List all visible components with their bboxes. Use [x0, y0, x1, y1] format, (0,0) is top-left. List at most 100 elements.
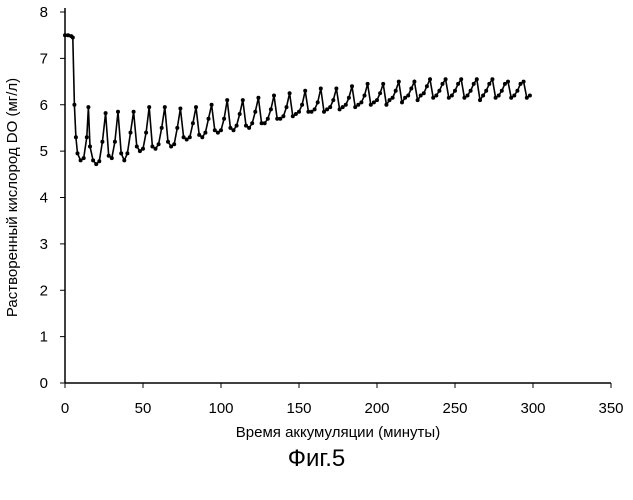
- data-point: [188, 135, 192, 139]
- y-tick-label: 1: [40, 329, 48, 346]
- data-point: [86, 105, 90, 109]
- chart-svg: 012345678 050100150200250300350 Время ак…: [0, 0, 633, 440]
- data-point: [253, 110, 257, 114]
- data-point: [157, 142, 161, 146]
- data-point: [472, 82, 476, 86]
- data-point: [347, 96, 351, 100]
- data-point: [97, 159, 101, 163]
- data-point: [375, 98, 379, 102]
- x-axis-ticks: 050100150200250300350: [61, 383, 624, 417]
- y-axis-ticks: 012345678: [40, 4, 65, 392]
- data-point: [238, 112, 242, 116]
- series-line: [65, 35, 530, 164]
- data-point: [334, 87, 338, 91]
- data-point: [116, 110, 120, 114]
- data-point: [71, 36, 75, 40]
- data-point: [125, 151, 129, 155]
- data-point: [406, 94, 410, 98]
- x-tick-label: 100: [208, 400, 233, 417]
- data-point: [91, 158, 95, 162]
- data-point: [141, 147, 145, 151]
- data-point: [528, 94, 532, 98]
- x-tick-label: 50: [135, 400, 152, 417]
- data-point: [422, 91, 426, 95]
- data-point: [397, 80, 401, 84]
- data-point: [300, 103, 304, 107]
- data-point: [85, 135, 89, 139]
- data-point: [235, 124, 239, 128]
- data-point: [391, 96, 395, 100]
- data-point: [497, 94, 501, 98]
- data-point: [263, 121, 267, 125]
- y-tick-label: 6: [40, 97, 48, 114]
- data-point: [481, 94, 485, 98]
- data-point: [412, 80, 416, 84]
- data-point: [328, 105, 332, 109]
- data-point: [490, 77, 494, 81]
- data-point: [76, 151, 80, 155]
- data-point: [94, 162, 98, 166]
- data-point: [316, 100, 320, 104]
- data-point: [135, 145, 139, 149]
- data-point: [350, 84, 354, 88]
- data-point: [269, 107, 273, 111]
- data-point: [241, 98, 245, 102]
- x-tick-label: 250: [442, 400, 467, 417]
- data-point: [132, 110, 136, 114]
- data-point: [522, 80, 526, 84]
- data-point: [459, 77, 463, 81]
- data-point: [344, 103, 348, 107]
- data-point: [207, 117, 211, 121]
- data-point: [512, 94, 516, 98]
- data-point: [210, 103, 214, 107]
- data-point: [381, 82, 385, 86]
- data-point: [409, 87, 413, 91]
- data-point: [469, 89, 473, 93]
- x-tick-label: 300: [520, 400, 545, 417]
- x-tick-label: 150: [286, 400, 311, 417]
- y-tick-label: 0: [40, 375, 48, 392]
- data-point: [378, 91, 382, 95]
- y-tick-label: 8: [40, 4, 48, 21]
- data-point: [100, 140, 104, 144]
- data-point: [366, 82, 370, 86]
- data-point: [456, 82, 460, 86]
- data-point: [191, 121, 195, 125]
- data-point: [163, 105, 167, 109]
- data-point: [478, 98, 482, 102]
- data-point: [285, 105, 289, 109]
- data-point: [232, 128, 236, 132]
- data-point: [247, 126, 251, 130]
- data-point: [359, 100, 363, 104]
- data-point: [441, 82, 445, 86]
- y-tick-label: 3: [40, 236, 48, 253]
- figure-caption: Фиг.5: [0, 445, 633, 473]
- data-point: [313, 107, 317, 111]
- y-tick-label: 5: [40, 143, 48, 160]
- data-point: [288, 91, 292, 95]
- x-axis-title: Время аккумуляции (минуты): [236, 424, 440, 440]
- data-point: [82, 156, 86, 160]
- data-point: [434, 94, 438, 98]
- data-point: [475, 77, 479, 81]
- data-point: [487, 82, 491, 86]
- data-point: [72, 103, 76, 107]
- data-point: [129, 131, 133, 135]
- y-tick-label: 2: [40, 282, 48, 299]
- series-points: [63, 33, 532, 166]
- data-point: [437, 89, 441, 93]
- data-point: [281, 114, 285, 118]
- x-tick-label: 0: [61, 400, 69, 417]
- data-point: [272, 94, 276, 98]
- data-point: [331, 98, 335, 102]
- data-point: [166, 140, 170, 144]
- data-point: [400, 100, 404, 104]
- data-point: [484, 89, 488, 93]
- data-point: [394, 89, 398, 93]
- data-point: [154, 147, 158, 151]
- data-point: [194, 105, 198, 109]
- data-point: [250, 121, 254, 125]
- data-point: [297, 110, 301, 114]
- y-tick-label: 7: [40, 50, 48, 67]
- data-point: [450, 94, 454, 98]
